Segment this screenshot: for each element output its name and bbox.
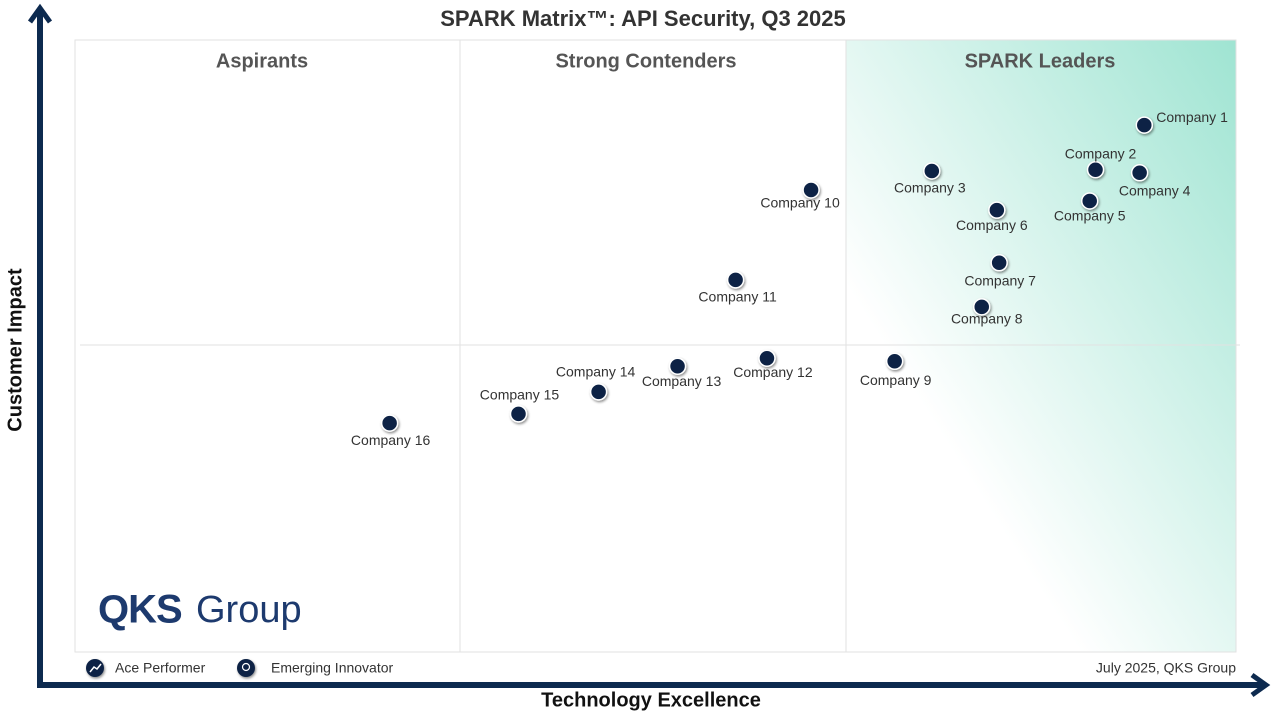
y-arrow — [27, 3, 53, 24]
point-label: Company 1 — [1156, 109, 1228, 125]
point-label: Company 12 — [733, 364, 813, 380]
data-point — [509, 405, 528, 423]
point-label: Company 11 — [698, 289, 777, 305]
y-axis-title: Customer Impact — [4, 268, 26, 432]
note: July 2025, QKS Group — [1096, 660, 1236, 676]
point-label: Company 14 — [556, 364, 636, 380]
legend-label: Emerging Innovator — [271, 660, 394, 676]
data-point — [589, 383, 608, 401]
legend-icon — [89, 663, 102, 673]
legend-label: Ace Performer — [115, 660, 206, 676]
point-label: Company 3 — [894, 180, 966, 196]
point-label: Company 13 — [642, 373, 722, 389]
quadrant-label: Aspirants — [216, 50, 308, 72]
point-label: Company 7 — [964, 272, 1036, 288]
point-label: Company 16 — [351, 432, 431, 448]
quadrant-label: Strong Contenders — [555, 50, 736, 72]
data-point — [380, 414, 399, 432]
point-label: Company 6 — [956, 217, 1028, 233]
data-point — [1080, 192, 1099, 210]
data-point — [923, 162, 941, 180]
point-label: Company 9 — [860, 372, 932, 388]
data-point — [1130, 164, 1149, 182]
chart-title: SPARK Matrix™: API Security, Q3 2025 — [440, 6, 846, 31]
data-point — [972, 298, 991, 316]
x-axis-title: Technology Excellence — [541, 689, 761, 711]
data-point — [988, 201, 1006, 219]
data-point — [990, 254, 1008, 272]
point-label: Company 4 — [1119, 183, 1191, 199]
data-point — [668, 357, 687, 375]
point-label: Company 8 — [951, 311, 1023, 327]
legend-icon — [241, 662, 251, 672]
point-label: Company 15 — [480, 387, 560, 403]
data-point — [1086, 160, 1105, 179]
leaders-zone — [846, 40, 1236, 652]
logo: QKS — [98, 588, 182, 632]
x-arrow — [1250, 672, 1271, 698]
data-point — [802, 181, 820, 199]
data-point — [726, 271, 745, 289]
data-point — [758, 349, 776, 367]
point-label: Company 5 — [1054, 208, 1126, 224]
plot-frame — [74, 39, 1237, 653]
data-point — [885, 352, 904, 371]
logo: Group — [196, 589, 302, 631]
data-point — [1135, 116, 1154, 134]
quadrant-label: SPARK Leaders — [965, 50, 1116, 72]
point-label: Company 2 — [1065, 145, 1137, 161]
point-label: Company 10 — [760, 195, 840, 211]
legend-icon — [237, 659, 255, 677]
